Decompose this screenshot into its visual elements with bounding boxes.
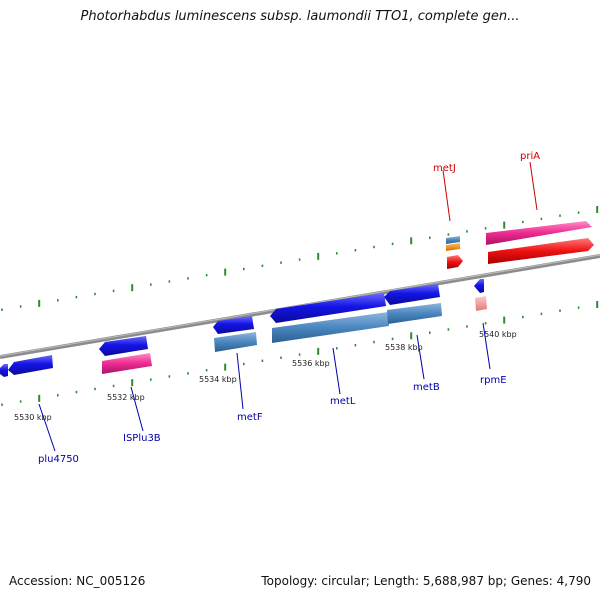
tick-label: 5540 kbp (479, 330, 517, 339)
gene-label-metJ[interactable]: metJ (433, 163, 456, 174)
gene-feature[interactable] (270, 293, 386, 323)
gene-feature[interactable] (446, 243, 460, 251)
upper-tick-track (1, 206, 599, 311)
label-leader (332, 347, 341, 395)
label-leader (38, 403, 56, 452)
gene-feature[interactable] (384, 284, 440, 305)
tick-label: 5532 kbp (107, 393, 145, 402)
label-leader (529, 161, 538, 211)
label-leader (482, 322, 491, 370)
gene-label-rpmE[interactable]: rpmE (480, 375, 507, 386)
gene-feature[interactable] (488, 238, 594, 264)
gene-feature[interactable] (272, 312, 389, 343)
genome-title: Photorhabdus luminescens subsp. laumondi… (80, 9, 520, 24)
gene-label-ISPlu3B[interactable]: ISPlu3B (123, 433, 161, 444)
genome-summary-text: Topology: circular; Length: 5,688,987 bp… (261, 574, 591, 588)
label-leader (416, 334, 425, 380)
gene-label-metB[interactable]: metB (413, 382, 440, 393)
tick-label: 5536 kbp (292, 359, 330, 368)
lower-tick-track (1, 301, 599, 406)
gene-feature[interactable] (475, 296, 487, 311)
gene-feature[interactable] (8, 355, 53, 375)
gene-feature[interactable] (447, 255, 463, 269)
gene-label-plu4750[interactable]: plu4750 (38, 454, 79, 465)
label-leader (442, 169, 451, 222)
tick-label: 5530 kbp (14, 413, 52, 422)
accession-text: Accession: NC_005126 (9, 574, 146, 588)
gene-label-priA[interactable]: priA (520, 151, 540, 162)
gene-feature[interactable] (474, 279, 484, 293)
gene-feature[interactable] (486, 221, 592, 245)
gene-feature[interactable] (99, 336, 148, 356)
gene-feature[interactable] (102, 353, 152, 374)
label-leader (130, 386, 144, 432)
gene-feature[interactable] (387, 303, 442, 324)
gene-feature[interactable] (0, 364, 8, 377)
gene-feature[interactable] (446, 236, 460, 244)
gene-feature[interactable] (214, 332, 257, 352)
gene-label-metL[interactable]: metL (330, 396, 356, 407)
tick-label: 5538 kbp (385, 343, 423, 352)
gene-label-metF[interactable]: metF (237, 412, 263, 423)
tick-label: 5534 kbp (199, 375, 237, 384)
label-leader (236, 352, 244, 410)
gene-feature[interactable] (213, 316, 254, 334)
